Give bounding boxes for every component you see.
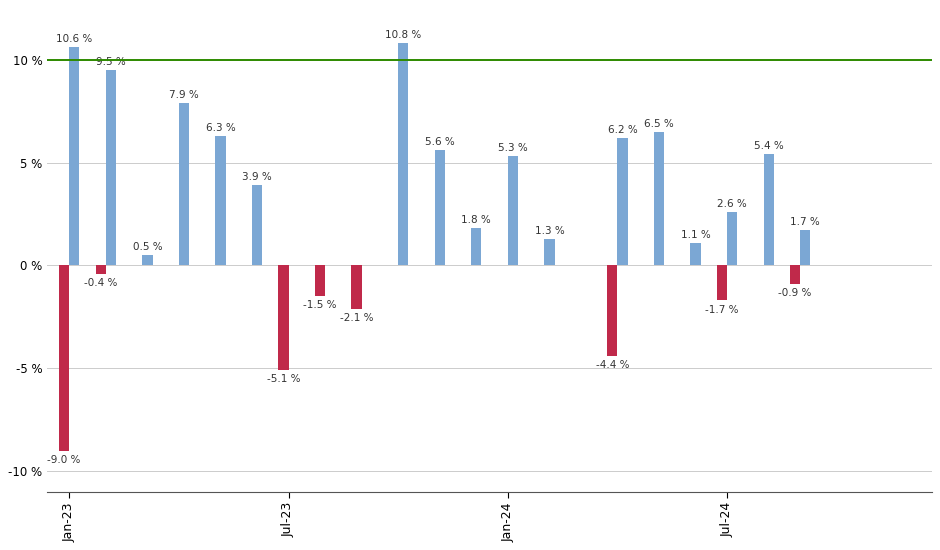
Text: 9.5 %: 9.5 % [96,57,126,67]
Text: -0.9 %: -0.9 % [778,288,811,298]
Bar [315,266,325,296]
Text: -5.1 %: -5.1 % [267,375,300,384]
Text: -9.0 %: -9.0 % [47,455,81,465]
Text: -4.4 %: -4.4 % [596,360,629,370]
Text: 1.7 %: 1.7 % [791,217,820,227]
Bar [763,155,774,266]
Text: 1.1 %: 1.1 % [681,230,711,240]
Text: 3.9 %: 3.9 % [243,172,272,182]
Bar [215,136,226,266]
Bar [727,212,737,266]
Text: 10.8 %: 10.8 % [385,30,421,40]
Bar [59,266,70,450]
Text: 7.9 %: 7.9 % [169,90,199,100]
Bar [96,266,106,274]
Text: 5.3 %: 5.3 % [498,144,527,153]
Bar [654,132,665,266]
Bar [717,266,727,300]
Text: 2.6 %: 2.6 % [717,199,747,209]
Bar [352,266,362,309]
Text: 5.6 %: 5.6 % [425,137,455,147]
Bar [278,266,289,370]
Text: 1.3 %: 1.3 % [535,226,564,235]
Bar [179,103,189,266]
Bar [471,228,481,266]
Bar [691,243,700,266]
Text: 10.6 %: 10.6 % [56,34,92,45]
Bar [70,47,80,266]
Bar [399,43,408,266]
Bar [106,70,116,266]
Bar [618,138,628,266]
Bar [142,255,152,266]
Bar [607,266,618,356]
Bar [544,239,555,266]
Text: -1.7 %: -1.7 % [705,305,739,315]
Text: 1.8 %: 1.8 % [462,216,492,225]
Text: -0.4 %: -0.4 % [84,278,118,288]
Text: 6.5 %: 6.5 % [644,119,674,129]
Bar [434,150,445,266]
Text: -1.5 %: -1.5 % [304,300,337,310]
Bar [252,185,262,266]
Text: 6.2 %: 6.2 % [607,125,637,135]
Text: 5.4 %: 5.4 % [754,141,784,151]
Bar [790,266,800,284]
Text: -2.1 %: -2.1 % [339,313,373,323]
Text: 0.5 %: 0.5 % [133,242,163,252]
Bar [508,156,518,266]
Text: 6.3 %: 6.3 % [206,123,235,133]
Bar [800,230,810,266]
